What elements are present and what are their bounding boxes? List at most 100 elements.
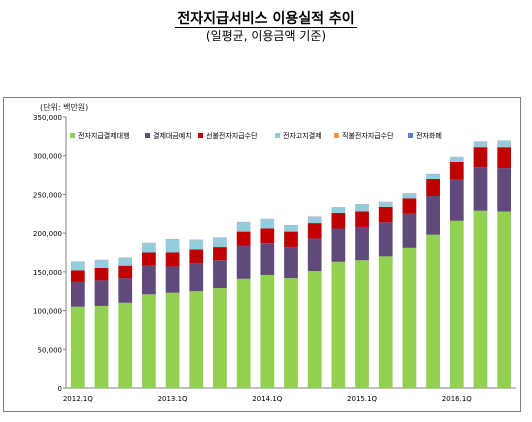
bar-segment [473, 210, 488, 388]
bar-segment [284, 225, 298, 232]
bar-segment [307, 216, 322, 224]
bar-segment [118, 265, 133, 279]
bar-segment [307, 223, 322, 239]
bar-segment [307, 271, 322, 388]
legend-label: 전자고지결제 [283, 131, 322, 140]
bar-segment [426, 174, 440, 179]
bar-segment [355, 211, 369, 227]
bar-segment [355, 260, 369, 388]
bar-segment [497, 211, 512, 388]
bar-segment [165, 252, 180, 267]
bar-segment [142, 252, 156, 266]
bar-segment [402, 247, 417, 388]
bar-segment [402, 193, 417, 199]
bar-segment [331, 261, 346, 388]
bar-segment [236, 245, 251, 279]
bar-segment [94, 260, 109, 268]
bar-segment [378, 256, 393, 388]
bar-segment [284, 247, 298, 279]
bar-segment [94, 280, 109, 306]
bar-segment [189, 291, 204, 388]
bar-segment [118, 257, 133, 266]
y-tick-label: 50,000 [38, 346, 63, 354]
legend-swatch [198, 133, 203, 138]
bar-segment [260, 243, 275, 275]
bar-segment [236, 222, 251, 232]
bar-segment [213, 288, 227, 388]
legend-label: 전자지급결제대행 [78, 131, 130, 140]
bar-segment [142, 265, 156, 295]
legend-label: 전자화폐 [416, 131, 442, 140]
unit-label: (단위: 백만원) [40, 103, 89, 112]
y-tick-label: 0 [58, 385, 62, 393]
y-tick-label: 200,000 [33, 230, 62, 238]
bar-segment [213, 260, 227, 289]
bar-segment [260, 274, 275, 388]
bar-segment [189, 249, 204, 264]
legend-swatch [145, 133, 150, 138]
bar-segment [378, 206, 393, 223]
legend-swatch [70, 133, 75, 138]
bar-segment [378, 202, 393, 207]
bar-segment [70, 270, 85, 282]
bar-segment [449, 161, 464, 180]
bar-segment [449, 179, 464, 221]
bar-segment [402, 198, 417, 214]
bar-segment [449, 220, 464, 388]
bar-segment [426, 178, 440, 196]
bar-segment [213, 247, 227, 261]
chart-subtitle: (일평균, 이용금액 기준) [205, 29, 327, 43]
bar-segment [355, 226, 369, 261]
bar-segment [189, 263, 204, 292]
bar-segment [331, 228, 346, 262]
legend-swatch [334, 133, 339, 138]
bar-segment [236, 278, 251, 388]
y-tick-label: 100,000 [33, 308, 62, 316]
bar-segment [473, 147, 488, 168]
bar-segment [213, 237, 227, 248]
bar-segment [331, 207, 346, 214]
bar-segment [473, 141, 488, 148]
x-tick-label: 2016.1Q [442, 395, 472, 403]
y-tick-label: 300,000 [33, 153, 62, 161]
bar-segment [118, 278, 133, 303]
bar-segment [284, 231, 298, 248]
x-tick-label: 2012.1Q [63, 395, 93, 403]
bar-segment [331, 213, 346, 229]
bar-segment [497, 141, 512, 148]
bar-segment [142, 294, 156, 388]
bar-segment [189, 240, 204, 250]
x-tick-label: 2014.1Q [252, 395, 282, 403]
bar-segment [402, 213, 417, 248]
bar-segment [165, 266, 180, 293]
bar-segment [497, 168, 512, 212]
bar-segment [260, 219, 275, 229]
bar-segment [473, 167, 488, 211]
bar-segment [94, 267, 109, 281]
y-tick-label: 150,000 [33, 269, 62, 277]
legend-label: 선불전자지급수단 [206, 131, 258, 140]
bar-segment [70, 306, 85, 388]
bar-segment [497, 147, 512, 169]
legend-label: 결제대금예치 [153, 131, 192, 140]
chart-title: 전자지급서비스 이용실적 추이 [0, 8, 532, 28]
legend-swatch [275, 133, 280, 138]
bar-segment [94, 305, 109, 388]
bar-segment [378, 222, 393, 257]
bar-segment [355, 204, 369, 212]
legend-swatch [408, 133, 413, 138]
bar-segment [426, 234, 440, 388]
bar-segment [236, 231, 251, 246]
bar-segment [165, 292, 180, 388]
bar-segment [118, 302, 133, 388]
y-tick-label: 250,000 [33, 191, 62, 199]
x-tick-label: 2015.1Q [347, 395, 377, 403]
chart-title-text: 전자지급서비스 이용실적 추이 [175, 11, 357, 28]
x-tick-label: 2013.1Q [158, 395, 188, 403]
bar-segment [284, 278, 298, 388]
bar-segment [426, 195, 440, 235]
y-tick-label: 350,000 [33, 114, 62, 122]
bar-segment [70, 281, 85, 307]
bar-segment [142, 243, 156, 253]
